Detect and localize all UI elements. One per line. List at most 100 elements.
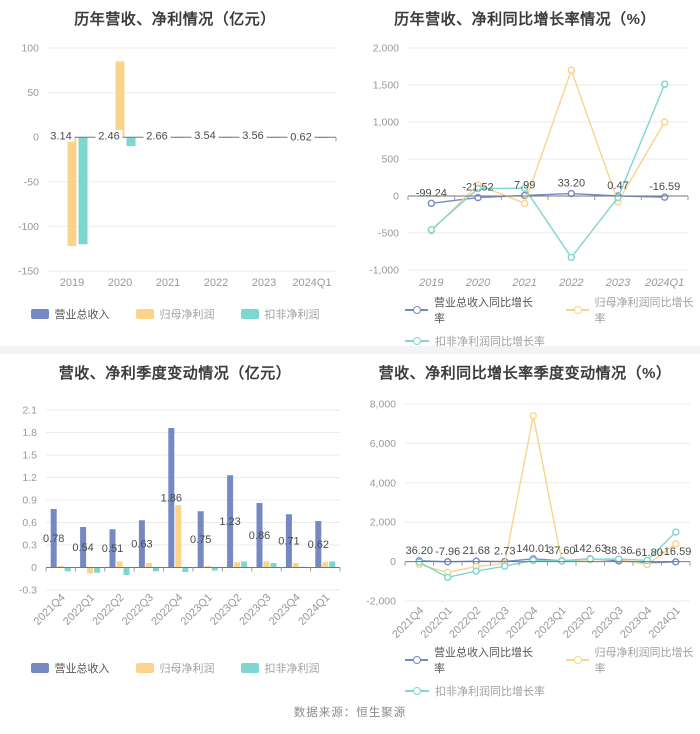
point-non_gaap <box>567 253 576 262</box>
annual-values-legend: 营业总收入 归母净利润 扣非净利润 <box>0 306 350 322</box>
legend-label: 扣非净利润同比增长率 <box>435 686 545 698</box>
y-axis-tick-label: 2,000 <box>370 517 396 529</box>
bar-non_gaap <box>64 567 71 572</box>
data-label: 37.60 <box>548 545 576 557</box>
legend-item-revenue[interactable]: 营业总收入同比增长率 <box>405 644 540 676</box>
bar-revenue <box>80 527 87 568</box>
point-non_gaap <box>474 184 482 193</box>
bar-revenue <box>50 509 57 568</box>
legend-label: 营业总收入 <box>54 309 110 321</box>
bar-non_gaap <box>241 561 248 568</box>
legend-item-net_profit[interactable]: 归母净利润同比增长率 <box>565 644 700 676</box>
quarterly-growth-title: 营收、净利同比增长率季度变动情况（%） <box>378 365 672 382</box>
legend-item-non_gaap[interactable]: 扣非净利润 <box>240 660 320 676</box>
bar-net_profit <box>234 562 241 568</box>
point-net_profit <box>520 199 529 208</box>
legend-row: 营业总收入同比增长率 归母净利润同比增长率 <box>405 644 700 676</box>
y-axis-tick-label: 1.8 <box>22 427 37 439</box>
data-label: 142.63 <box>573 543 607 555</box>
y-axis-tick-label: 1,000 <box>373 117 399 129</box>
point-non_gaap <box>472 567 480 575</box>
data-label: 3.54 <box>194 130 215 142</box>
y-axis-tick-label: -50 <box>24 176 39 188</box>
y-axis-tick-label: 4,000 <box>370 477 396 489</box>
point-revenue <box>567 189 576 198</box>
point-non_gaap <box>415 558 423 566</box>
legend-item-revenue[interactable]: 营业总收入同比增长率 <box>405 294 540 326</box>
legend-item-non_gaap[interactable]: 扣非净利润 <box>240 306 320 322</box>
x-axis-label: 2022Q3 <box>120 592 156 628</box>
y-axis-tick-label: 6,000 <box>370 438 396 450</box>
legend-row: 营业总收入 归母净利润 扣非净利润 <box>30 306 320 322</box>
panel-annual-growth: 历年营收、净利同比增长率情况（%） 2,000 1,500 1,000 500 0 -50… <box>350 0 700 349</box>
y-axis-tick-label: 2,000 <box>373 43 399 55</box>
x-axis-label: 2023Q3 <box>237 592 273 628</box>
y-axis-tick-label: 1.5 <box>22 450 37 462</box>
bar-revenue <box>168 428 175 568</box>
bar-net_profit <box>322 562 329 568</box>
x-axis-label: 2022Q4 <box>149 592 185 628</box>
bar-revenue <box>315 521 322 568</box>
bar-net_profit <box>263 561 270 568</box>
x-axis-label: 2022Q1 <box>61 592 97 628</box>
data-label: -61.80 <box>632 547 663 559</box>
data-label: 2.66 <box>146 131 167 143</box>
bar-non_gaap <box>94 567 101 573</box>
legend-label: 扣非净利润 <box>264 663 320 675</box>
x-axis-label: 2019 <box>418 277 443 289</box>
x-axis-label: 2021 <box>156 277 180 289</box>
legend-item-revenue[interactable]: 营业总收入 <box>30 660 110 676</box>
bar-non_gaap <box>270 563 277 568</box>
bar-non_gaap <box>211 567 218 571</box>
legend-marker-revenue <box>405 655 429 665</box>
legend-marker-non_gaap <box>405 686 429 696</box>
x-axis-label: 2023Q1 <box>179 592 215 628</box>
bar-net_profit <box>145 563 152 568</box>
data-label: 0.62 <box>290 131 311 143</box>
point-non_gaap <box>558 557 566 565</box>
x-axis-label: 2022 <box>558 277 583 289</box>
quarterly-values-title: 营收、净利季度变动情况（亿元） <box>58 365 292 382</box>
x-axis-label: 2021 <box>511 277 536 289</box>
legend-item-revenue[interactable]: 营业总收入 <box>30 306 110 322</box>
bar-net_profit <box>87 567 94 574</box>
legend-item-net_profit[interactable]: 归母净利润 <box>135 306 215 322</box>
y-axis-tick-label: -2,000 <box>366 596 396 608</box>
x-axis-label: 2020 <box>465 277 491 289</box>
y-axis-tick-label: 0 <box>31 562 37 574</box>
label-bg <box>191 129 219 142</box>
y-axis-tick-label: 1.2 <box>22 472 37 484</box>
point-non_gaap <box>427 225 436 234</box>
x-axis-label: 2024Q1 <box>292 277 331 289</box>
legend-label: 归母净利润 <box>159 309 215 321</box>
x-axis-label: 2020 <box>108 277 132 289</box>
point-revenue <box>660 193 669 201</box>
x-axis-label: 2022 <box>204 277 228 289</box>
y-axis-tick-label: -100 <box>18 221 39 233</box>
annual-values-plot: 100 50 0 -50 -100 -150 3.14 2.46 2.66 3.54 3.56 0.6… <box>18 43 337 289</box>
bar-net_profit <box>116 561 123 568</box>
panel-annual-values: 历年营收、净利情况（亿元） 100 50 0 -50 -100 -150 3.14 2.46 2… <box>0 0 350 346</box>
y-axis-tick-label: 0.3 <box>22 540 37 552</box>
y-axis-tick-label: 0.6 <box>22 517 37 529</box>
point-net_profit <box>567 66 576 74</box>
label-bg <box>95 130 123 143</box>
line-net_profit <box>430 69 666 232</box>
bar-revenue <box>285 514 292 568</box>
legend-marker-non_gaap <box>240 309 259 319</box>
bar-non_gaap <box>126 137 136 147</box>
legend-item-non_gaap[interactable]: 扣非净利润同比增长率 <box>405 683 545 699</box>
legend-marker-revenue <box>30 309 49 319</box>
legend-marker-revenue <box>30 663 49 673</box>
legend-row: 营业总收入 归母净利润 扣非净利润 <box>30 660 320 676</box>
legend-item-net_profit[interactable]: 归母净利润同比增长率 <box>565 294 700 326</box>
legend-item-non_gaap[interactable]: 扣非净利润同比增长率 <box>405 333 545 349</box>
label-bg <box>143 130 171 143</box>
data-label: 1.86 <box>161 492 182 504</box>
data-label: 36.20 <box>405 545 433 557</box>
data-label: 0.75 <box>190 534 211 546</box>
x-axis-label: 2019 <box>60 277 84 289</box>
legend-item-net_profit[interactable]: 归母净利润 <box>135 660 215 676</box>
annual-values-title: 历年营收、净利情况（亿元） <box>74 11 276 28</box>
